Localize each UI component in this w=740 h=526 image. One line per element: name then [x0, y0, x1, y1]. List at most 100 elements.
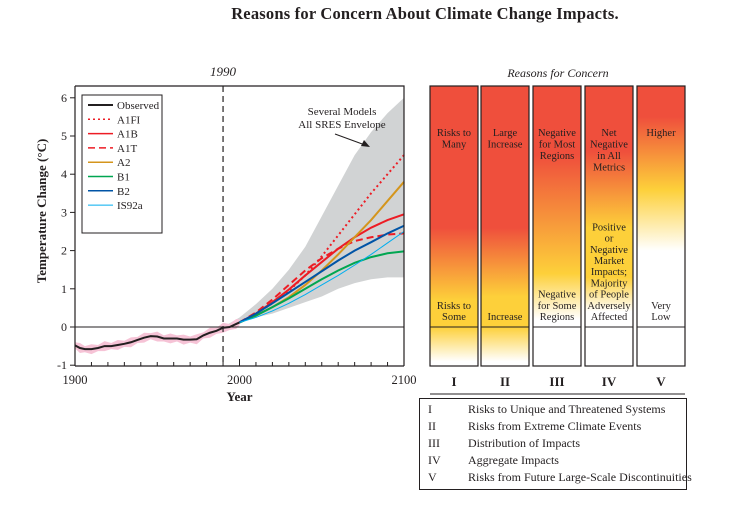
- concern-lower-label: Majority: [591, 278, 628, 289]
- series-line-b2: [239, 224, 405, 324]
- concern-upper-label: for Most: [539, 140, 576, 151]
- legend-label-is92a: IS92a: [117, 200, 143, 212]
- concern-bar-II: [480, 85, 530, 367]
- arrow-head-icon: [361, 140, 370, 147]
- concern-column-label: II: [500, 374, 510, 389]
- concern-lower-label: of People: [589, 290, 629, 301]
- concern-key-num: IV: [428, 453, 441, 467]
- concern-upper-label: Metrics: [593, 163, 625, 174]
- concern-column-label: V: [656, 374, 666, 389]
- series-line-is92a: [239, 231, 405, 323]
- concern-upper-label: Negative: [538, 128, 576, 139]
- concern-key-row: V Risks from Future Large-Scale Discontin…: [428, 469, 692, 486]
- concern-bar-III: [532, 85, 582, 367]
- envelope-annotation: All SRES Envelope: [298, 119, 386, 131]
- concern-bar-V: [636, 85, 686, 367]
- reasons-title: Reasons for Concern: [506, 66, 608, 80]
- y-tick-label: 0: [61, 320, 67, 334]
- series-line-b1: [239, 250, 405, 324]
- figure-title: Reasons for Concern About Climate Change…: [231, 4, 619, 23]
- concern-key-text: Risks from Future Large-Scale Discontinu…: [468, 470, 692, 484]
- concern-bar-fill-I: [430, 86, 478, 366]
- y-tick-label: 5: [61, 129, 67, 143]
- concern-key-text: Aggregate Impacts: [468, 453, 559, 467]
- legend-label-a1t: A1T: [117, 143, 137, 155]
- legend-label-b1: B1: [117, 172, 130, 184]
- concern-lower-label: Negative: [538, 290, 576, 301]
- concern-lower-label: Some: [442, 312, 466, 323]
- concern-key-text: Risks to Unique and Threatened Systems: [468, 402, 666, 416]
- concern-upper-label: Net: [601, 128, 616, 139]
- concern-key-num: I: [428, 402, 432, 416]
- concern-lower-label: Increase: [488, 312, 523, 323]
- concern-key-num: III: [428, 436, 440, 450]
- concern-lower-label: for Some: [538, 301, 577, 312]
- annotation-arrow-shaft: [334, 133, 366, 146]
- legend-box: [81, 94, 163, 234]
- concern-column-label: IV: [602, 374, 617, 389]
- concern-lower-label: Positive: [592, 222, 626, 233]
- legend-label-a2: A2: [117, 157, 130, 169]
- concern-upper-label: Negative: [590, 140, 628, 151]
- concern-bar-fill-III: [533, 86, 581, 366]
- concern-lower-label: Market: [594, 256, 624, 267]
- y-tick-label: -1: [57, 358, 67, 372]
- y-tick-label: 1: [61, 282, 67, 296]
- concern-lower-label: or: [605, 234, 614, 245]
- concern-key-text: Distribution of Impacts: [468, 436, 580, 450]
- y-tick-label: 2: [61, 244, 67, 258]
- concern-bar-fill-II: [481, 86, 529, 366]
- concern-key-num: V: [428, 470, 437, 484]
- envelope-annotation: Several Models: [308, 106, 377, 118]
- concern-column-label: I: [451, 374, 456, 389]
- concern-upper-label: Risks to: [437, 128, 471, 139]
- model-envelope: [223, 97, 404, 327]
- concern-upper-label: Regions: [540, 151, 574, 162]
- concern-bar-fill-IV: [585, 86, 633, 366]
- series-line-a1t: [238, 232, 405, 324]
- concern-bar-fill-V: [637, 86, 685, 366]
- concern-bar-IV: [584, 85, 634, 367]
- y-tick-label: 4: [61, 167, 67, 181]
- y-tick-label: 6: [61, 91, 67, 105]
- plot-frame: [75, 85, 405, 366]
- x-tick-label: 2000: [227, 373, 252, 387]
- y-tick-label: 3: [61, 205, 67, 219]
- concern-key-text: Risks from Extreme Climate Events: [468, 419, 642, 433]
- x-tick-label: 2100: [392, 373, 417, 387]
- concern-lower-label: Negative: [590, 245, 628, 256]
- series-legend: Observed A1FI A1B A1T A2 B1 B2 IS92a: [81, 94, 163, 234]
- temperature-chart: -1 0 1 2 3 4 5 6 1900 2000 2100 Year Temperature Cha…: [34, 64, 417, 404]
- concern-key-num: II: [428, 419, 436, 433]
- concern-key-row: I Risks to Unique and Threatened Systems: [428, 401, 665, 418]
- observed-line: [74, 321, 240, 351]
- concern-bar-I: [429, 85, 479, 367]
- concern-lower-label: Risks to: [437, 301, 471, 312]
- concern-key-row: IV Aggregate Impacts: [428, 452, 559, 469]
- legend-label-b2: B2: [117, 186, 130, 198]
- x-axis-label: Year: [227, 389, 253, 404]
- concern-upper-label: Increase: [488, 140, 523, 151]
- concern-column-label: III: [549, 374, 564, 389]
- legend-label-observed: Observed: [117, 100, 160, 112]
- x-tick-label: 1900: [63, 373, 88, 387]
- concern-key-row: II Risks from Extreme Climate Events: [428, 418, 641, 435]
- concern-lower-label: Regions: [540, 312, 574, 323]
- concern-lower-label: Very: [651, 301, 672, 312]
- concern-lower-label: Impacts;: [591, 267, 627, 278]
- concern-upper-label: Higher: [646, 128, 676, 139]
- concern-key-box: I Risks to Unique and Threatened Systems …: [419, 398, 692, 490]
- concern-upper-label: Many: [442, 140, 467, 151]
- concern-upper-label: in All: [597, 151, 621, 162]
- concern-lower-label: Affected: [591, 312, 628, 323]
- legend-label-a1fi: A1FI: [117, 114, 141, 126]
- concern-lower-label: Low: [651, 312, 671, 323]
- concern-lower-label: Adversely: [587, 301, 631, 312]
- concern-key-row: III Distribution of Impacts: [428, 435, 580, 452]
- chart-title-1990: 1990: [210, 64, 237, 79]
- concern-upper-label: Large: [493, 128, 518, 139]
- legend-label-a1b: A1B: [117, 129, 138, 141]
- y-axis-label: Temperature Change (°C): [34, 139, 49, 284]
